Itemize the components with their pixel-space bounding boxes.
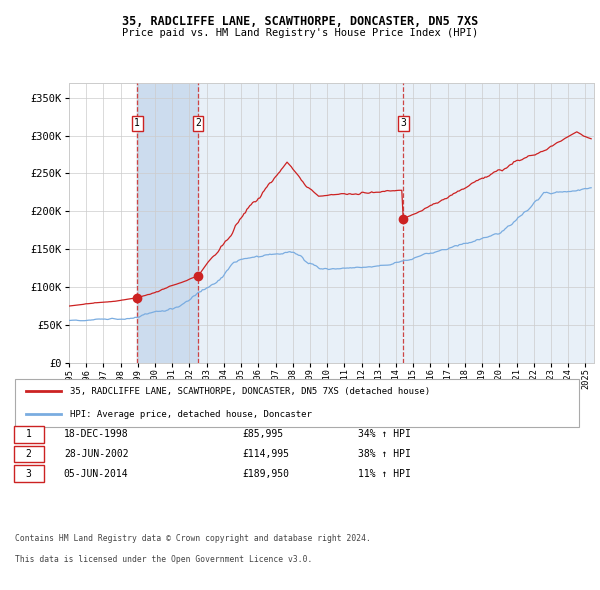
Text: HPI: Average price, detached house, Doncaster: HPI: Average price, detached house, Donc… [70,409,311,419]
Text: £85,995: £85,995 [242,430,284,440]
Text: 1: 1 [26,430,32,440]
Text: 11% ↑ HPI: 11% ↑ HPI [358,468,410,478]
Text: £189,950: £189,950 [242,468,289,478]
Text: 3: 3 [26,468,32,478]
Text: 34% ↑ HPI: 34% ↑ HPI [358,430,410,440]
Text: £114,995: £114,995 [242,449,289,459]
Text: 35, RADCLIFFE LANE, SCAWTHORPE, DONCASTER, DN5 7XS: 35, RADCLIFFE LANE, SCAWTHORPE, DONCASTE… [122,15,478,28]
Text: Contains HM Land Registry data © Crown copyright and database right 2024.: Contains HM Land Registry data © Crown c… [15,534,371,543]
FancyBboxPatch shape [14,466,44,482]
Text: 05-JUN-2014: 05-JUN-2014 [64,468,128,478]
Text: Price paid vs. HM Land Registry's House Price Index (HPI): Price paid vs. HM Land Registry's House … [122,28,478,38]
Bar [137,83,594,363]
FancyBboxPatch shape [15,379,580,427]
FancyBboxPatch shape [14,426,44,442]
Text: 2: 2 [26,449,32,459]
Text: 3: 3 [401,118,406,128]
Text: 18-DEC-1998: 18-DEC-1998 [64,430,128,440]
Text: 35, RADCLIFFE LANE, SCAWTHORPE, DONCASTER, DN5 7XS (detached house): 35, RADCLIFFE LANE, SCAWTHORPE, DONCASTE… [70,386,430,396]
Text: 28-JUN-2002: 28-JUN-2002 [64,449,128,459]
Text: 38% ↑ HPI: 38% ↑ HPI [358,449,410,459]
Text: This data is licensed under the Open Government Licence v3.0.: This data is licensed under the Open Gov… [15,555,313,563]
Bar [137,83,198,363]
Text: 2: 2 [195,118,201,128]
FancyBboxPatch shape [14,446,44,462]
Text: 1: 1 [134,118,140,128]
